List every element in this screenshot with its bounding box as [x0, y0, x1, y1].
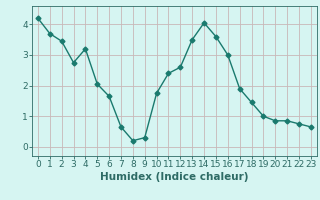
X-axis label: Humidex (Indice chaleur): Humidex (Indice chaleur) [100, 172, 249, 182]
